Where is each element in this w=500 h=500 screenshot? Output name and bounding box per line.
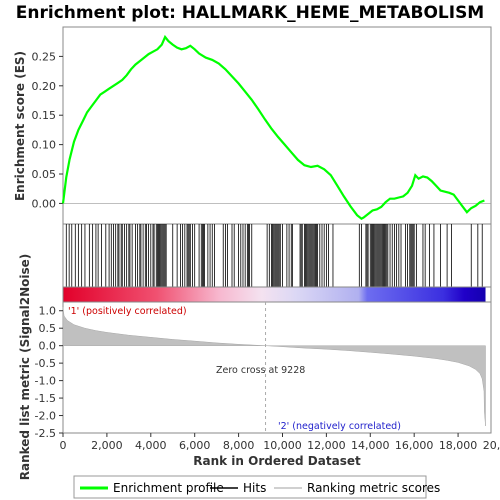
rank-color-band [63,287,486,302]
es-y-tick-label: 0.25 [32,50,57,63]
x-tick-label: 6,000 [179,439,211,452]
x-tick-label: 4,000 [135,439,167,452]
x-tick-label: 16,000 [395,439,434,452]
hits-marks [65,224,483,287]
negative-label: '2' (negatively correlated) [278,421,401,432]
es-y-tick-label: 0.10 [32,139,57,152]
es-axis-label: Enrichment score (ES) [13,51,27,201]
es-y-tick-label: 0.20 [32,80,57,93]
metric-y-axis: 1.0 0.5 0.0 -0.5 -1.0 -1.5 -2.0 -2.5 [35,305,63,440]
es-panel-frame [62,26,492,225]
metric-y-tick-label: 1.0 [39,305,57,318]
x-tick-label: 8,000 [223,439,255,452]
ranking-metric-area [62,307,486,427]
es-y-tick-label: 0.05 [32,168,57,181]
x-tick-label: 2,000 [91,439,123,452]
positive-label: '1' (positively correlated) [68,306,187,317]
x-tick-label: 18,000 [439,439,478,452]
x-tick-label: 0 [60,439,67,452]
metric-y-tick-label: -1.0 [35,375,56,388]
metric-y-tick-label: -2.5 [35,427,56,440]
es-y-axis: 0.25 0.20 0.15 0.10 0.05 0.00 [32,50,63,210]
metric-y-tick-label: 0.5 [39,322,57,335]
es-y-tick-label: 0.00 [32,197,57,210]
legend-label: Ranking metric scores [307,481,440,495]
x-axis: 0 2,000 4,000 6,000 8,000 10,000 12,000 14,000 1… [60,433,500,452]
metric-y-tick-label: -0.5 [35,357,56,370]
legend-box [73,475,427,499]
x-tick-label: 20,000 [483,439,500,452]
x-tick-label: 12,000 [307,439,346,452]
zero-cross-label: Zero cross at 9228 [216,365,305,376]
metric-axis-label: Ranked list metric (Signal2Noise) [18,254,32,481]
legend: Enrichment profile Hits Ranking metric sco… [80,481,440,495]
metric-panel-frame [62,301,492,434]
x-axis-label: Rank in Ordered Dataset [193,454,361,468]
enrichment-profile-line [61,34,485,221]
x-tick-label: 10,000 [263,439,302,452]
metric-y-tick-label: 0.0 [39,340,57,353]
metric-y-tick-label: -1.5 [35,392,56,405]
legend-label: Enrichment profile [113,481,224,495]
es-y-tick-label: 0.15 [32,109,57,122]
metric-y-tick-label: -2.0 [35,410,56,423]
chart-title: Enrichment plot: HALLMARK_HEME_METABOLIS… [16,3,484,23]
legend-label: Hits [243,481,266,495]
x-tick-label: 14,000 [351,439,390,452]
